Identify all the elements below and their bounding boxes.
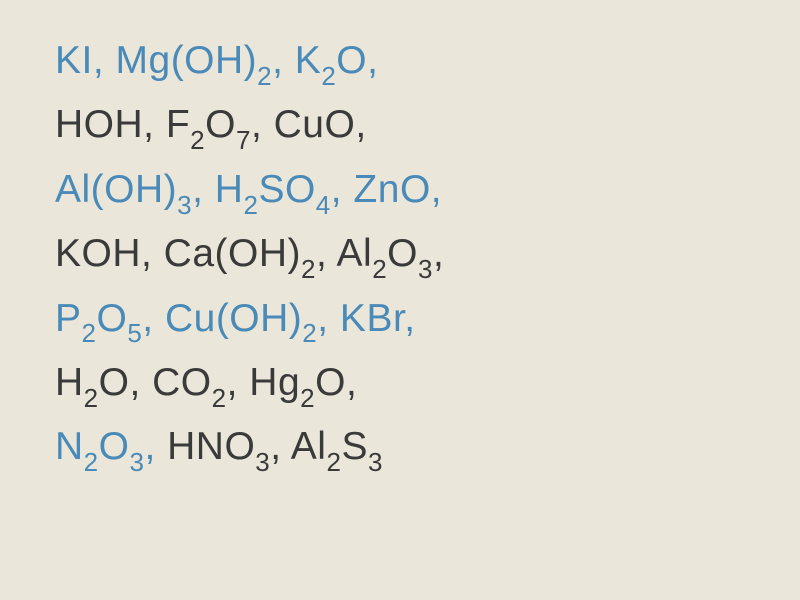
formula-segment: N2O3, <box>55 425 156 468</box>
subscript: 2 <box>321 61 336 91</box>
formula-text: , Hg <box>227 361 301 404</box>
formula-line-6: N2O3, HNO3, Al2S3 <box>55 416 745 480</box>
subscript: 2 <box>301 254 316 284</box>
subscript: 5 <box>127 318 142 348</box>
formula-line-1: HOH, F2O7, CuO, <box>55 94 745 158</box>
subscript: 2 <box>302 318 317 348</box>
formula-text: O <box>205 103 236 146</box>
formula-line-5: H2O, CO2, Hg2O, <box>55 352 745 416</box>
formula-text: , Cu(OH) <box>142 297 302 340</box>
formula-segment: Al(OH)3, H2SO4, ZnO, <box>55 168 442 211</box>
formula-text: KI, Mg(OH) <box>55 39 257 82</box>
formula-text: N <box>55 425 84 468</box>
formula-text: O, <box>315 361 357 404</box>
formula-segment: KOH, Ca(OH)2, Al2O3, <box>55 232 444 275</box>
formula-text: HOH, F <box>55 103 190 146</box>
formula-line-4: P2O5, Cu(OH)2, KBr, <box>55 288 745 352</box>
subscript: 2 <box>372 254 387 284</box>
formula-text: Al(OH) <box>55 168 177 211</box>
subscript: 7 <box>236 125 251 155</box>
subscript: 2 <box>257 61 272 91</box>
formula-line-2: Al(OH)3, H2SO4, ZnO, <box>55 159 745 223</box>
formula-text: , Al <box>316 232 372 275</box>
formula-segment: HOH, F2O7, CuO, <box>55 103 367 146</box>
formula-text: S <box>341 425 368 468</box>
formula-segment: KI, Mg(OH)2, K2O, <box>55 39 378 82</box>
formula-text: , KBr, <box>317 297 415 340</box>
formula-text: , <box>144 425 155 468</box>
formula-text: P <box>55 297 82 340</box>
formula-text: O, <box>336 39 378 82</box>
formula-segment: HNO3, Al2S3 <box>156 425 383 468</box>
formula-text: O <box>387 232 418 275</box>
formula-text: O <box>99 425 130 468</box>
formula-text: O <box>96 297 127 340</box>
formula-text: O, CO <box>99 361 212 404</box>
subscript: 3 <box>129 447 144 477</box>
subscript: 2 <box>84 447 99 477</box>
subscript: 3 <box>177 190 192 220</box>
formula-text: , Al <box>270 425 326 468</box>
formula-segment: H2O, CO2, Hg2O, <box>55 361 357 404</box>
formula-text: SO <box>258 168 315 211</box>
subscript: 2 <box>243 190 258 220</box>
formula-text: , H <box>192 168 243 211</box>
formula-text: HNO <box>156 425 256 468</box>
formula-text: , K <box>272 39 321 82</box>
formula-line-0: KI, Mg(OH)2, K2O, <box>55 30 745 94</box>
formula-text: KOH, Ca(OH) <box>55 232 301 275</box>
formula-list: KI, Mg(OH)2, K2O,HOH, F2O7, CuO,Al(OH)3,… <box>55 30 745 481</box>
formula-text: , <box>433 232 444 275</box>
formula-text: H <box>55 361 84 404</box>
subscript: 2 <box>326 447 341 477</box>
subscript: 2 <box>84 383 99 413</box>
formula-segment: P2O5, Cu(OH)2, KBr, <box>55 297 416 340</box>
subscript: 2 <box>82 318 97 348</box>
subscript: 2 <box>212 383 227 413</box>
subscript: 2 <box>190 125 205 155</box>
formula-line-3: KOH, Ca(OH)2, Al2O3, <box>55 223 745 287</box>
subscript: 3 <box>255 447 270 477</box>
subscript: 4 <box>316 190 331 220</box>
formula-text: , ZnO, <box>331 168 442 211</box>
subscript: 3 <box>368 447 383 477</box>
formula-text: , CuO, <box>251 103 367 146</box>
subscript: 2 <box>300 383 315 413</box>
subscript: 3 <box>418 254 433 284</box>
